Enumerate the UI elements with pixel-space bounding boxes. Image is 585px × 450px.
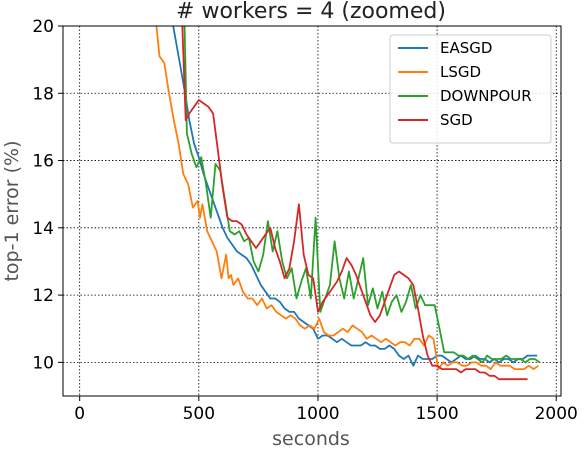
series-lines bbox=[155, 26, 541, 381]
x-tick-label: 1500 bbox=[415, 404, 458, 424]
legend-label-sgd: SGD bbox=[440, 111, 473, 129]
plot-frame bbox=[62, 25, 562, 397]
y-tick-label: 20 bbox=[32, 17, 54, 37]
chart-title: # workers = 4 (zoomed) bbox=[176, 0, 446, 24]
series-line-easgd bbox=[172, 26, 538, 367]
series-line-sgd bbox=[181, 26, 528, 381]
y-tick-label: 12 bbox=[32, 286, 54, 306]
x-tick-label: 1000 bbox=[296, 404, 339, 424]
x-axis-label: seconds bbox=[272, 428, 350, 450]
series-line-downpour bbox=[183, 26, 541, 364]
y-tick-label: 18 bbox=[32, 84, 54, 104]
legend-box bbox=[389, 34, 552, 144]
y-tick-label: 14 bbox=[32, 219, 54, 239]
legend-label-downpour: DOWNPOUR bbox=[440, 87, 532, 105]
series-line-lsgd bbox=[155, 26, 539, 371]
y-axis-label: top-1 error (%) bbox=[1, 140, 23, 281]
y-tick-label: 16 bbox=[32, 152, 54, 172]
y-tick-label: 10 bbox=[32, 353, 54, 373]
x-tick-label: 500 bbox=[183, 404, 215, 424]
x-tick-label: 0 bbox=[74, 404, 85, 424]
axis-ticks: 0 500 1000 1500 2000 10 12 14 16 18 20 bbox=[32, 17, 578, 424]
x-tick-label: 2000 bbox=[535, 404, 578, 424]
legend: EASGD LSGD DOWNPOUR SGD bbox=[389, 34, 552, 144]
legend-label-lsgd: LSGD bbox=[440, 63, 481, 81]
legend-label-easgd: EASGD bbox=[440, 39, 492, 57]
